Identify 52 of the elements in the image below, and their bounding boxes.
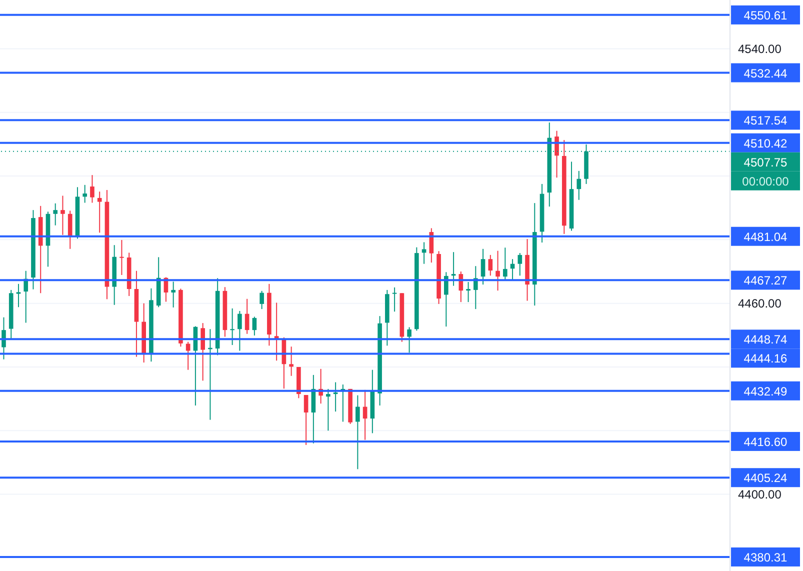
candlestick [488,254,493,276]
candlestick [407,326,412,354]
text: 00:00:00 [742,174,790,188]
candlestick [16,283,21,308]
ref-line-label: 4510.42 [744,136,788,150]
ref-line-label: 4444.16 [744,352,788,366]
ref-line-label: 4405.24 [744,471,788,486]
candlestick [356,394,360,470]
candlestick [244,298,250,334]
ref-line-label: 4416.60 [744,434,788,449]
candlestick [458,270,464,303]
ref-line-label: 4517.54 [744,114,788,128]
candlestick [186,341,190,370]
candlestick [444,272,448,328]
candlestick [252,316,257,336]
candlestick [171,281,176,308]
candlestick [68,210,72,250]
candlestick [496,250,500,292]
candlestick [60,195,65,236]
ref-line-label: 4432.49 [744,384,788,398]
candlestick [200,322,205,382]
candlestick [238,310,242,352]
candlestick [480,248,486,286]
candlestick [97,191,102,234]
candlestick [2,316,6,360]
candlestick [422,242,426,264]
ref-line-label: 4507.75 [744,155,788,170]
candlestick [554,130,559,178]
candlestick [576,170,582,200]
y-tick-label: 4400.00 [738,488,782,502]
candlestick [466,282,470,303]
ref-line-label: 4532.44 [744,66,788,80]
ref-line-label: 4550.61 [744,8,788,22]
candlestick [120,239,124,276]
y-tick-label: 4540.00 [738,42,782,56]
ref-line-label: 4467.27 [744,274,788,288]
candlestick [304,394,308,446]
candlestick [502,247,508,282]
ref-line-label: 4448.74 [744,332,788,347]
candlestick [326,388,330,432]
ref-line-label: 4380.31 [744,550,788,564]
candlestick [289,346,294,376]
ref-line-label: 4481.04 [744,230,788,244]
candlestick [82,184,88,204]
y-tick-label: 4460.00 [738,296,782,311]
candlestick [230,308,234,346]
candlestick [53,202,58,226]
candlestick [518,252,522,276]
candlestick [90,174,94,204]
candlestick [260,290,264,310]
candlestick [362,389,368,440]
candlestick [392,286,397,312]
